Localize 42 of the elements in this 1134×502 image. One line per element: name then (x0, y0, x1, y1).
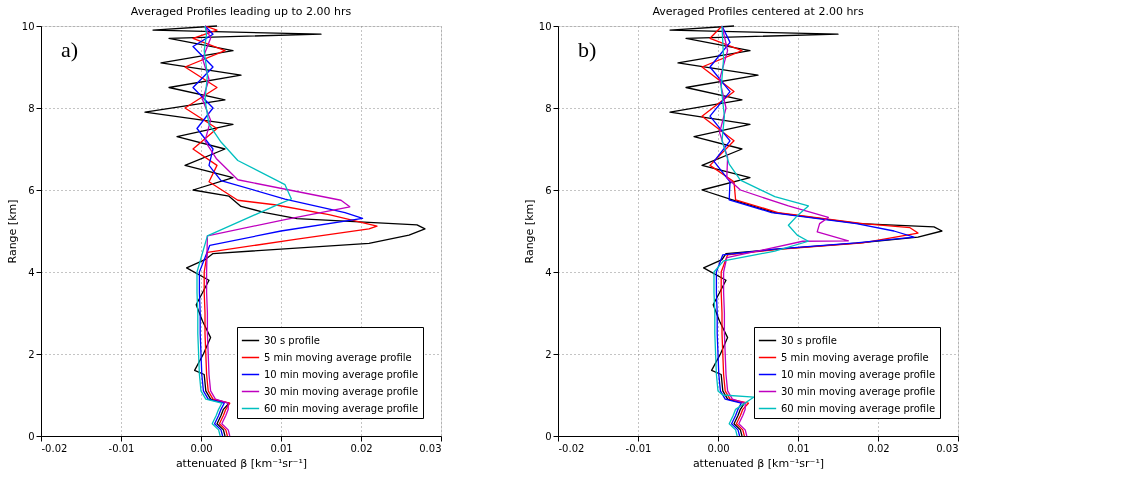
x-axis-title: attenuated β [km⁻¹sr⁻¹] (692, 456, 825, 470)
x-tick-label: -0.02 (41, 442, 68, 454)
y-tick-label: 2 (545, 348, 552, 360)
y-tick-label: 2 (28, 348, 35, 360)
y-tick-label: 10 (21, 20, 35, 32)
legend-label: 60 min moving average profile (781, 402, 936, 414)
x-tick-label: 0.03 (936, 442, 959, 454)
x-axis-title: attenuated β [km⁻¹sr⁻¹] (175, 456, 308, 470)
y-tick-label: 6 (28, 184, 35, 196)
chart-title: Averaged Profiles centered at 2.00 hrs (652, 5, 864, 18)
y-tick-label: 6 (545, 184, 552, 196)
x-tick-label: 0.02 (350, 442, 373, 454)
x-tick-label: -0.01 (108, 442, 135, 454)
y-tick-label: 0 (545, 430, 552, 442)
y-axis-title: Range [km] (522, 199, 536, 264)
y-tick-label: 4 (28, 266, 35, 278)
chart-title: Averaged Profiles leading up to 2.00 hrs (130, 5, 352, 18)
x-tick-label: 0.01 (270, 442, 293, 454)
legend-label: 30 s profile (264, 334, 320, 346)
annotation: a) (61, 37, 79, 62)
y-tick-label: 8 (545, 102, 552, 114)
legend-label: 30 s profile (781, 334, 837, 346)
x-tick-label: 0.00 (707, 442, 730, 454)
legend-label: 30 min moving average profile (781, 385, 936, 397)
y-tick-label: 0 (28, 430, 35, 442)
x-tick-label: 0.00 (190, 442, 213, 454)
y-axis-title: Range [km] (5, 199, 19, 264)
legend-label: 30 min moving average profile (264, 385, 419, 397)
legend-label: 10 min moving average profile (781, 368, 936, 380)
y-tick-label: 4 (545, 266, 552, 278)
x-tick-label: -0.02 (558, 442, 585, 454)
legend-label: 5 min moving average profile (781, 351, 929, 363)
y-tick-label: 8 (28, 102, 35, 114)
x-tick-label: -0.01 (625, 442, 652, 454)
legend-label: 10 min moving average profile (264, 368, 419, 380)
x-tick-label: 0.03 (419, 442, 442, 454)
x-tick-label: 0.01 (787, 442, 810, 454)
y-tick-label: 10 (538, 20, 552, 32)
legend-label: 60 min moving average profile (264, 402, 419, 414)
legend-label: 5 min moving average profile (264, 351, 412, 363)
x-tick-label: 0.02 (867, 442, 890, 454)
annotation: b) (578, 37, 597, 62)
